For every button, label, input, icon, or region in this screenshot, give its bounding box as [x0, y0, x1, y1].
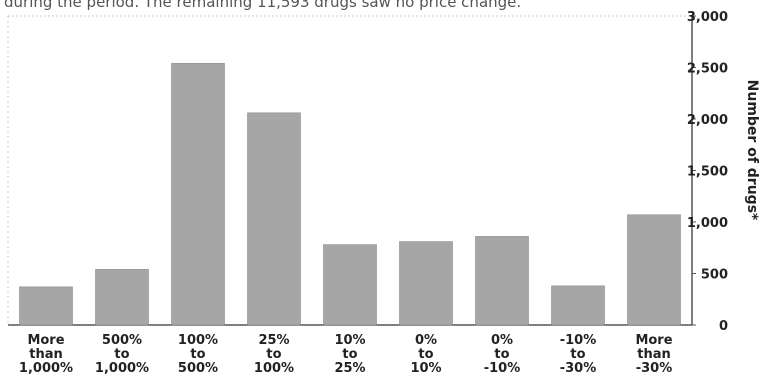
y-axis-title: Number of drugs* [744, 80, 760, 221]
bar-0 [19, 286, 73, 326]
bar-8 [627, 214, 681, 326]
x-tick-label-line: to [114, 347, 129, 362]
x-tick-label-line: 25% [334, 361, 365, 376]
x-tick-label-line: to [418, 347, 433, 362]
x-tick-label-6: 0% to -10% [484, 333, 521, 376]
x-tick-label-line: than [29, 347, 63, 362]
x-tick-label-line: 10% [334, 333, 365, 348]
x-tick-label-line: 1,000% [95, 361, 149, 376]
x-tick-label-line: 25% [258, 333, 289, 348]
x-tick-label-line: 0% [491, 333, 513, 348]
y-tick-label-5: 2,500 [687, 62, 728, 77]
bar-1 [95, 269, 149, 326]
x-tick-label-line: 500% [178, 361, 218, 376]
x-tick-label-1: 500% to 1,000% [95, 333, 149, 376]
y-tick-label-2: 1,000 [687, 216, 728, 231]
y-tick-label-6: 3,000 [687, 10, 728, 25]
x-tick-label-7: -10% to -30% [560, 333, 597, 376]
bar-7 [551, 285, 605, 326]
bar-6 [475, 236, 529, 326]
x-tick-label-4: 10% to 25% [334, 333, 365, 376]
x-tick-label-5: 0% to 10% [410, 333, 441, 376]
x-tick-label-line: to [570, 347, 585, 362]
bar-5 [399, 241, 453, 326]
x-tick-label-line: 500% [102, 333, 142, 348]
x-tick-label-line: 100% [254, 361, 294, 376]
x-tick-label-line: to [266, 347, 281, 362]
bar-4 [323, 244, 377, 326]
x-tick-label-line: -10% [560, 333, 597, 348]
chart-caption: during the period. The remaining 11,593 … [4, 0, 522, 11]
x-tick-label-line: to [190, 347, 205, 362]
y-tick-label-1: 500 [701, 268, 728, 283]
x-tick-label-line: 10% [410, 361, 441, 376]
x-tick-label-2: 100% to 500% [178, 333, 218, 376]
x-tick-label-line: to [342, 347, 357, 362]
x-tick-label-8: More than -30% [635, 333, 672, 376]
bar-3 [247, 112, 301, 326]
x-tick-label-line: than [637, 347, 671, 362]
x-tick-label-0: More than 1,000% [19, 333, 73, 376]
x-tick-label-line: -30% [560, 361, 597, 376]
y-tick-label-0: 0 [719, 319, 728, 334]
x-tick-label-line: -10% [484, 361, 521, 376]
y-tick-label-4: 2,000 [687, 113, 728, 128]
x-tick-label-line: 0% [415, 333, 437, 348]
x-tick-label-line: More [635, 333, 672, 348]
x-tick-label-line: 1,000% [19, 361, 73, 376]
x-tick-label-line: More [27, 333, 64, 348]
y-tick-label-3: 1,500 [687, 165, 728, 180]
x-tick-label-line: to [494, 347, 509, 362]
x-tick-label-line: 100% [178, 333, 218, 348]
x-tick-label-line: -30% [636, 361, 673, 376]
bar-2 [171, 63, 225, 326]
x-tick-label-3: 25% to 100% [254, 333, 294, 376]
